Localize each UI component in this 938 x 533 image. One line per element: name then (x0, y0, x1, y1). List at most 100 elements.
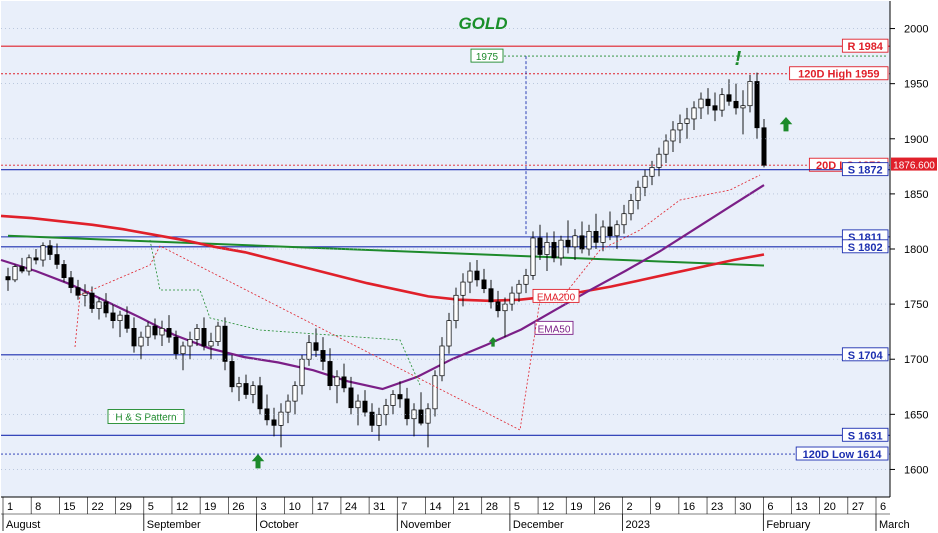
candle-56 (397, 381, 403, 408)
candle-body-41 (292, 385, 298, 402)
candle-body-103 (726, 94, 732, 102)
candle-40 (285, 394, 291, 424)
candle-74 (523, 268, 529, 294)
candle-26 (187, 331, 193, 360)
x-day-label-28: 13 (796, 501, 808, 513)
x-day-label-26: 30 (739, 501, 751, 513)
candle-68 (481, 268, 487, 294)
candle-87 (614, 220, 620, 249)
candle-body-105 (740, 105, 746, 109)
candle-35 (250, 381, 256, 404)
candle-body-55 (390, 394, 396, 406)
candle-body-53 (376, 413, 382, 426)
candle-body-25 (180, 345, 186, 355)
hs-pattern-box (107, 409, 185, 424)
candle-99 (698, 92, 704, 119)
candle-106 (747, 74, 753, 113)
x-day-label-22: 2 (627, 501, 633, 513)
candle-2 (19, 257, 25, 274)
candle-body-76 (537, 237, 543, 255)
candle-body-47 (334, 376, 340, 387)
candle-27 (194, 323, 200, 346)
candle-body-18 (131, 328, 137, 347)
trailing-stop-line (74, 174, 761, 431)
x-month-label-3: November (400, 519, 451, 531)
candle-84 (593, 213, 599, 249)
candle-86 (607, 211, 613, 241)
ema50-label-box (534, 320, 574, 335)
level-label-8: 120D Low 1614 (803, 449, 883, 461)
candle-9 (68, 271, 74, 294)
candle-body-20 (145, 325, 151, 338)
candle-66 (467, 262, 473, 294)
ema200-label: EMA200 (537, 292, 576, 303)
x-day-label-2: 15 (63, 501, 75, 513)
level-label-box-1 (789, 66, 889, 81)
candle-76 (537, 224, 543, 261)
trendline (7, 234, 765, 267)
x-day-label-3: 22 (91, 501, 103, 513)
x-day-label-27: 6 (767, 501, 773, 513)
candle-body-38 (271, 419, 277, 426)
candle-7 (54, 243, 60, 269)
candle-78 (551, 231, 557, 263)
candle-108 (761, 118, 767, 168)
candle-10 (75, 279, 81, 300)
candle-72 (509, 286, 515, 311)
x-day-label-0: 1 (7, 501, 13, 513)
candle-19 (138, 331, 144, 360)
candle-8 (61, 260, 67, 283)
candle-body-59 (418, 409, 424, 424)
candle-88 (621, 204, 627, 234)
y-tick-label-5: 1850 (904, 189, 928, 201)
candle-body-32 (229, 361, 235, 388)
level-label-box-3 (841, 162, 889, 177)
candle-body-86 (607, 226, 613, 237)
level-label-1: 120D High 1959 (798, 69, 879, 81)
candle-body-4 (33, 257, 39, 261)
candle-14 (103, 293, 109, 318)
y-axis-panel (890, 1, 937, 497)
x-axis-panel (1, 497, 890, 532)
candle-body-72 (509, 292, 515, 305)
candle-body-22 (159, 328, 165, 336)
candle-89 (628, 193, 634, 221)
candle-13 (96, 297, 102, 320)
annotations: 1975 H & S Pattern EMA200 EMA50! (74, 48, 888, 469)
candle-73 (516, 279, 522, 302)
candle-body-27 (194, 328, 200, 340)
up-arrow-september (251, 454, 265, 469)
candle-16 (117, 310, 123, 338)
x-day-label-30: 27 (852, 501, 864, 513)
x-day-label-20: 19 (570, 501, 582, 513)
candle-0 (5, 267, 11, 291)
x-day-label-10: 10 (289, 501, 301, 513)
candle-15 (110, 304, 116, 329)
candle-21 (152, 318, 158, 340)
level-label-box-0 (841, 38, 889, 53)
candle-body-63 (446, 320, 452, 347)
candle-body-67 (474, 270, 480, 281)
candle-57 (404, 387, 410, 426)
candle-75 (530, 231, 536, 280)
candle-22 (159, 320, 165, 346)
candle-body-35 (250, 385, 256, 395)
candle-32 (229, 354, 235, 393)
candle-body-60 (425, 408, 431, 424)
candle-28 (201, 317, 207, 351)
candle-body-39 (278, 411, 284, 426)
candle-body-71 (502, 303, 508, 312)
candle-3 (26, 254, 32, 276)
candle-12 (89, 286, 95, 313)
x-day-label-21: 26 (598, 501, 610, 513)
y-tick-label-2: 1700 (904, 354, 928, 366)
candle-body-10 (75, 287, 81, 296)
y-tick-label-3: 1750 (904, 299, 928, 311)
candle-body-95 (670, 129, 676, 142)
candle-body-17 (124, 314, 130, 329)
y-tick-label-7: 1950 (904, 79, 928, 91)
channel-line (149, 239, 421, 386)
hs-pattern-label: H & S Pattern (115, 413, 176, 424)
candle-50 (355, 394, 361, 426)
